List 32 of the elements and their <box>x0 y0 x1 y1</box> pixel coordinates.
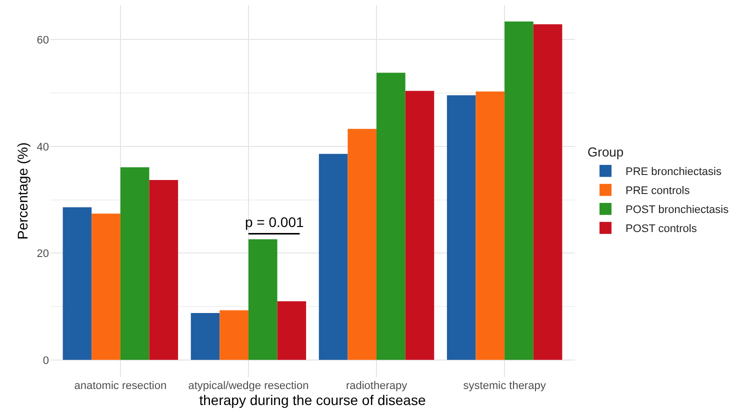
annotation: p = 0.001 <box>245 214 304 230</box>
bar <box>504 22 534 360</box>
bar <box>190 312 220 360</box>
bar <box>62 207 92 360</box>
bar <box>277 301 306 360</box>
legend-label: POST controls <box>626 223 698 236</box>
y-axis-title: Percentage (%) <box>14 142 30 240</box>
bar <box>220 310 248 360</box>
y-tick-label: 60 <box>36 34 49 47</box>
x-axis-title: therapy during the course of disease <box>199 392 426 408</box>
bar <box>149 180 178 360</box>
x-tick-label: atypical/wedge resection <box>188 380 309 392</box>
bar <box>533 24 562 360</box>
bar <box>318 154 348 360</box>
x-tick-label: radiotherapy <box>346 380 408 392</box>
bar <box>376 72 406 360</box>
y-tick-label: 0 <box>42 354 49 367</box>
y-tick-label: 20 <box>36 248 49 260</box>
legend-label: PRE bronchiectasis <box>626 166 722 178</box>
legend-label: POST bronchiectasis <box>626 204 730 216</box>
bar <box>348 128 377 360</box>
bar <box>120 167 150 360</box>
bar <box>446 95 476 360</box>
bar <box>405 90 434 360</box>
bar <box>248 239 278 360</box>
bar <box>476 91 505 360</box>
legend-label: PRE controls <box>626 185 690 198</box>
y-tick-label: 40 <box>36 141 49 154</box>
x-tick-label: systemic therapy <box>463 380 546 392</box>
legend-title: Group <box>588 144 624 160</box>
bar <box>92 214 120 360</box>
x-tick-label: anatomic resection <box>74 380 167 392</box>
